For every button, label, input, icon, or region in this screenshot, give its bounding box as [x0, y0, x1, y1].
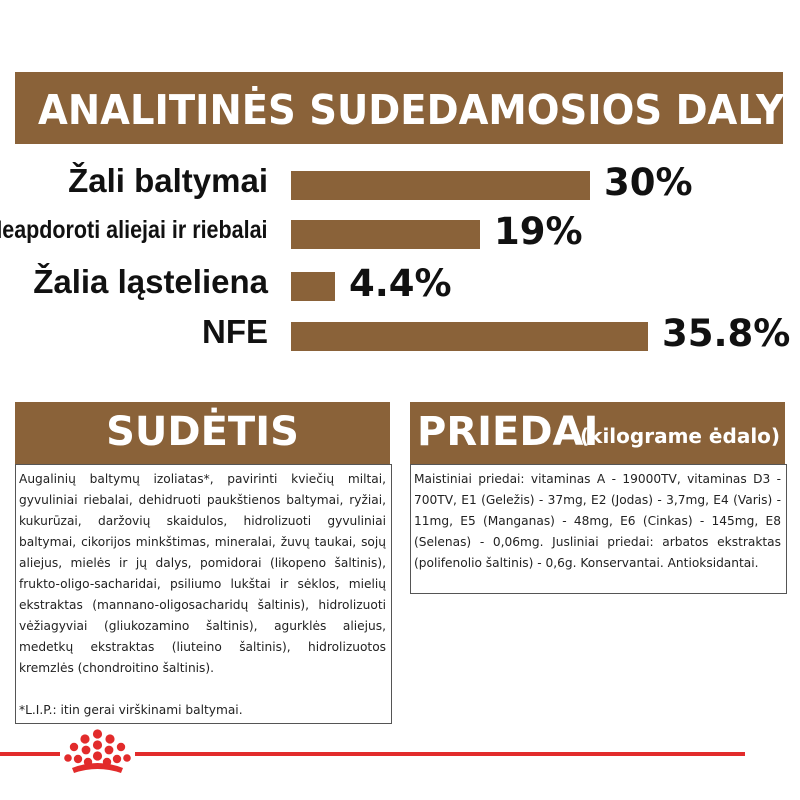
bar [291, 171, 590, 200]
sudetis-text: Augalinių baltymų izoliatas*, pavirinti … [19, 472, 386, 675]
bar-value-label: 19% [494, 210, 583, 253]
bar-value-label: 4.4% [349, 262, 452, 305]
bar-label: NFE [202, 313, 268, 350]
sudetis-title: SUDĖTIS [106, 409, 299, 455]
bar-value-label: 30% [604, 161, 693, 204]
priedai-text: Maistiniai priedai: vitaminas A - 19000T… [414, 472, 781, 570]
sudetis-note: *L.I.P.: itin gerai virškinami baltymai. [19, 703, 243, 717]
priedai-subtitle: (kilograme ėdalo) [580, 424, 781, 448]
bar-label: Žalia ląsteliena [33, 263, 268, 300]
sudetis-box: Augalinių baltymų izoliatas*, pavirinti … [15, 464, 392, 724]
bar-label: Žali baltymai [68, 162, 268, 199]
priedai-box: Maistiniai priedai: vitaminas A - 19000T… [410, 464, 787, 594]
footer-divider-right [135, 752, 745, 756]
footer-divider-left [0, 752, 60, 756]
bar-value-label: 35.8% [662, 312, 791, 355]
bar [291, 272, 335, 301]
priedai-banner: PRIEDAI (kilograme ėdalo) [410, 402, 785, 464]
bar [291, 220, 480, 249]
priedai-title: PRIEDAI [417, 409, 599, 455]
sudetis-banner: SUDĖTIS [15, 402, 390, 464]
bar [291, 322, 648, 351]
royal-canin-crown-icon [64, 729, 131, 773]
page-title: ANALITINĖS SUDEDAMOSIOS DALYS [38, 86, 800, 134]
bar-label: Neapdoroti aliejai ir riebalai [0, 216, 268, 244]
title-banner: ANALITINĖS SUDEDAMOSIOS DALYS [15, 72, 800, 144]
